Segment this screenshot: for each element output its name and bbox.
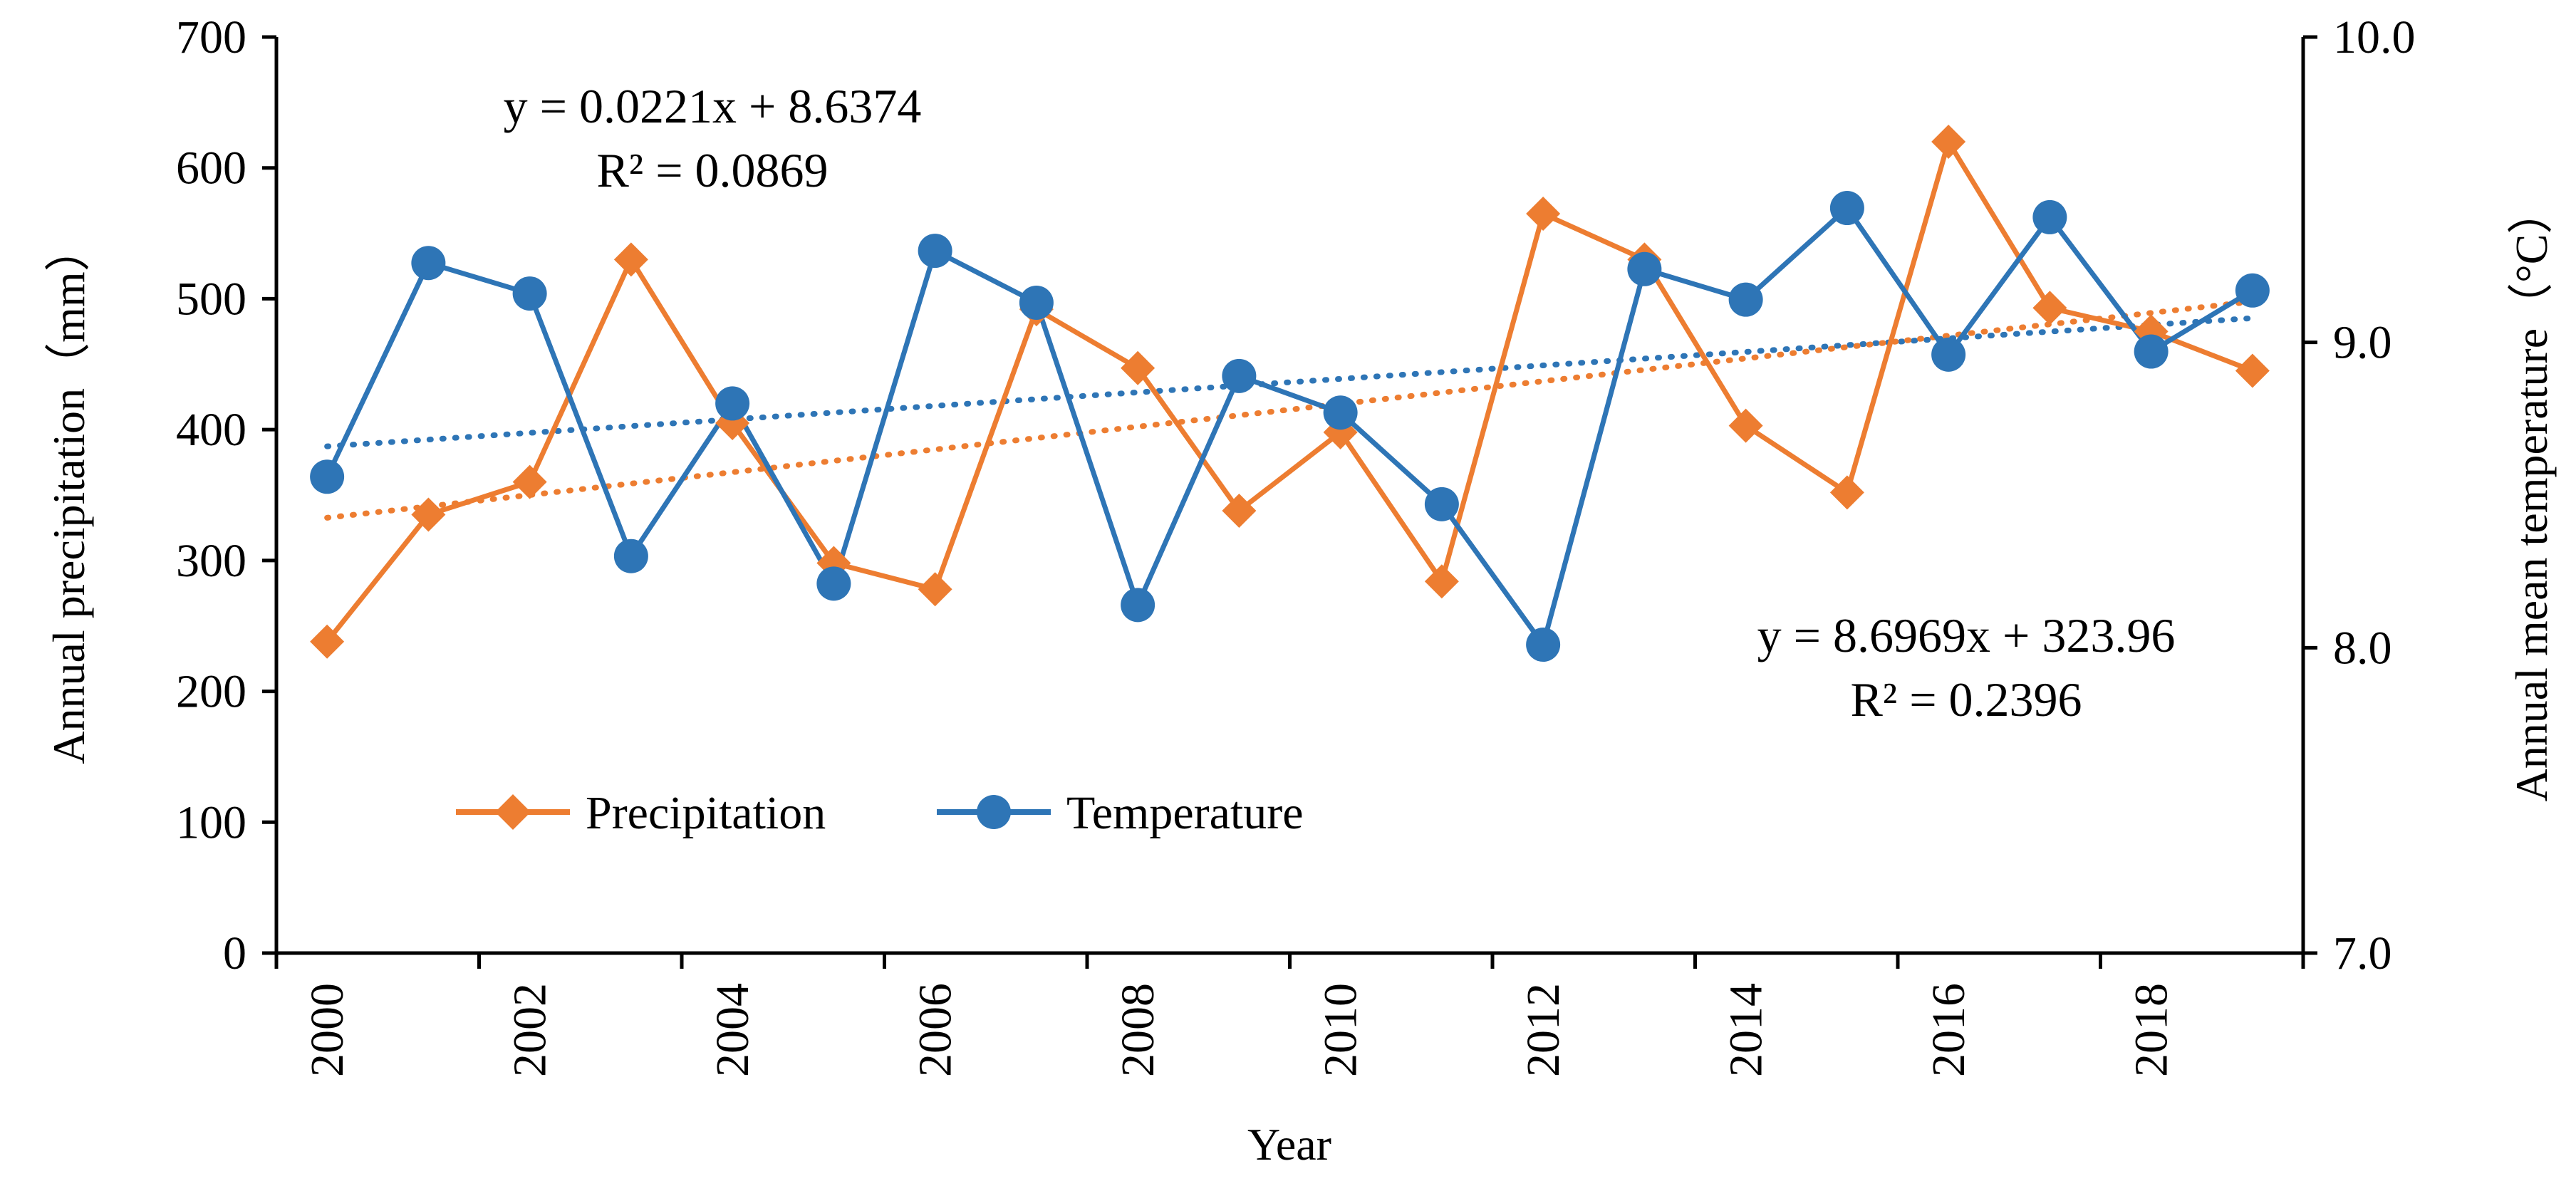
temperature-point: [1627, 251, 1662, 286]
temperature-point: [1829, 191, 1864, 226]
precipitation-r2: R² = 0.2396: [1850, 672, 2082, 727]
legend-temperature-marker: [977, 795, 1011, 829]
left-tick-label: 400: [176, 404, 246, 456]
legend-precipitation-marker: [495, 794, 531, 830]
temperature-point: [1931, 337, 1966, 372]
temperature-point: [918, 234, 952, 269]
precipitation-point: [512, 464, 547, 499]
precipitation-point: [1829, 475, 1864, 510]
ticks: 0 100 200 300 400 500 600 700 7.0 8.0 9.0 10.0 2000 2…: [176, 11, 2416, 1077]
left-tick-label: 100: [176, 796, 246, 848]
precipitation-point: [1931, 124, 1966, 159]
legend: Precipitation Temperature: [456, 787, 1304, 839]
precipitation-equation: y = 8.6969x + 323.96: [1757, 608, 2176, 662]
x-axis-title: Year: [1247, 1119, 1331, 1170]
series-lines: [324, 139, 2254, 647]
legend-precipitation-label: Precipitation: [586, 787, 826, 839]
markers: [310, 124, 2270, 662]
temperature-point: [715, 386, 750, 421]
temperature-point: [310, 459, 345, 494]
left-axis-title: Annual precipitation（mm）: [43, 226, 94, 764]
temperature-point: [2032, 199, 2067, 234]
x-tick-label: 2002: [504, 983, 556, 1077]
right-tick-label: 8.0: [2333, 622, 2392, 674]
temperature-point: [1019, 285, 1054, 320]
temperature-point: [1222, 358, 1257, 393]
x-tick-label: 2006: [910, 983, 962, 1077]
left-tick-label: 300: [176, 535, 246, 587]
x-tick-label: 2016: [1923, 983, 1975, 1077]
temperature-point: [1728, 282, 1763, 317]
precipitation-point: [1222, 494, 1257, 529]
temperature-point: [1121, 588, 1155, 623]
precipitation-point: [310, 624, 345, 659]
precipitation-line: [325, 139, 2254, 643]
precipitation-point: [411, 497, 446, 532]
left-tick-label: 500: [176, 273, 246, 325]
precipitation-point: [1526, 197, 1561, 232]
temperature-equation: y = 0.0221x + 8.6374: [504, 79, 922, 133]
right-axis-title: Annual mean temperature（°C）: [2506, 189, 2557, 802]
temperature-point: [613, 539, 648, 573]
left-tick-label: 700: [176, 11, 246, 63]
x-tick-label: 2000: [301, 983, 353, 1077]
temperature-line: [324, 205, 2254, 647]
legend-temperature-label: Temperature: [1066, 787, 1304, 839]
right-tick-label: 7.0: [2333, 927, 2392, 979]
temperature-point: [1323, 395, 1358, 430]
temperature-point: [1526, 628, 1561, 662]
left-tick-label: 0: [223, 927, 246, 979]
x-tick-label: 2018: [2126, 983, 2178, 1077]
precipitation-trendline: [324, 298, 2255, 521]
temperature-trendline: [324, 315, 2255, 449]
precipitation-point: [1728, 408, 1763, 443]
precipitation-point: [1424, 564, 1459, 599]
temperature-point: [2134, 334, 2169, 369]
trendlines: [324, 298, 2255, 521]
temperature-point: [512, 276, 547, 311]
precipitation-point: [1121, 350, 1155, 385]
temperature-r2: R² = 0.0869: [596, 143, 828, 197]
left-tick-label: 600: [176, 142, 246, 194]
precipitation-point: [918, 572, 952, 607]
precipitation-point: [2032, 291, 2067, 326]
x-tick-label: 2012: [1517, 983, 1569, 1077]
precipitation-point: [2235, 353, 2270, 388]
x-tick-label: 2004: [707, 983, 759, 1077]
left-tick-label: 200: [176, 666, 246, 718]
x-tick-label: 2008: [1112, 983, 1164, 1077]
precipitation-point: [613, 242, 648, 277]
x-tick-label: 2010: [1315, 983, 1367, 1077]
x-tick-label: 2014: [1720, 983, 1772, 1077]
right-tick-label: 9.0: [2333, 317, 2392, 369]
temperature-point: [411, 246, 446, 281]
right-tick-label: 10.0: [2333, 11, 2416, 63]
temperature-point: [816, 566, 851, 601]
temperature-point: [2235, 273, 2270, 308]
temperature-point: [1424, 487, 1459, 521]
